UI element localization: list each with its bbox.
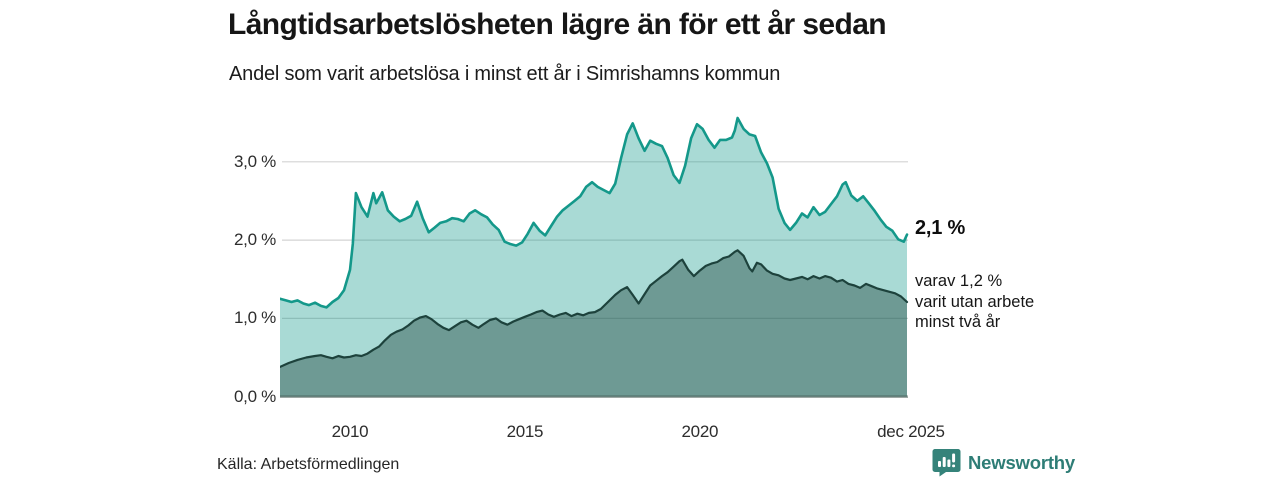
logo-exclamation-stem xyxy=(952,453,956,463)
logo-bar-short xyxy=(938,461,941,467)
chart-title: Långtidsarbetslösheten lägre än för ett … xyxy=(228,8,887,41)
logo-bubble-shape xyxy=(932,449,961,477)
newsworthy-wordmark: Newsworthy xyxy=(968,451,1075,473)
source-note: Källa: Arbetsförmedlingen xyxy=(217,456,400,473)
secondary-annotation-line: varit utan arbete xyxy=(915,292,1035,311)
series-line-1 xyxy=(280,249,909,368)
x-tick-label: 2010 xyxy=(331,422,369,441)
secondary-annotation: varav 1,2 % varit utan arbete minst två … xyxy=(915,271,1034,333)
series-area-0 xyxy=(280,118,907,397)
series-line-0 xyxy=(280,116,909,309)
newsworthy-brand: Newsworthy xyxy=(932,448,1075,477)
y-tick-label: 2,0 % xyxy=(234,230,276,250)
x-tick-label: dec 2025 xyxy=(877,422,945,441)
logo-exclamation-dot xyxy=(952,464,956,468)
logo-bar-tall xyxy=(942,457,946,467)
y-tick-label: 3,0 % xyxy=(234,151,276,171)
x-tick-label: 2015 xyxy=(506,422,544,441)
logo-bar-medium xyxy=(947,459,951,467)
secondary-annotation-line: minst två år xyxy=(915,313,1001,331)
y-tick-label: 1,0 % xyxy=(234,308,276,328)
x-tick-label: 2020 xyxy=(681,422,719,441)
series-area-1 xyxy=(280,250,907,397)
secondary-annotation-line: varav 1,2 % xyxy=(915,272,1003,290)
y-tick-label: 0,0 % xyxy=(234,386,276,406)
newsworthy-logo-icon xyxy=(932,449,961,477)
latest-value-annotation: 2,1 % xyxy=(915,217,966,239)
area-chart-plot xyxy=(280,116,909,399)
chart-subtitle: Andel som varit arbetslösa i minst ett å… xyxy=(229,63,781,85)
